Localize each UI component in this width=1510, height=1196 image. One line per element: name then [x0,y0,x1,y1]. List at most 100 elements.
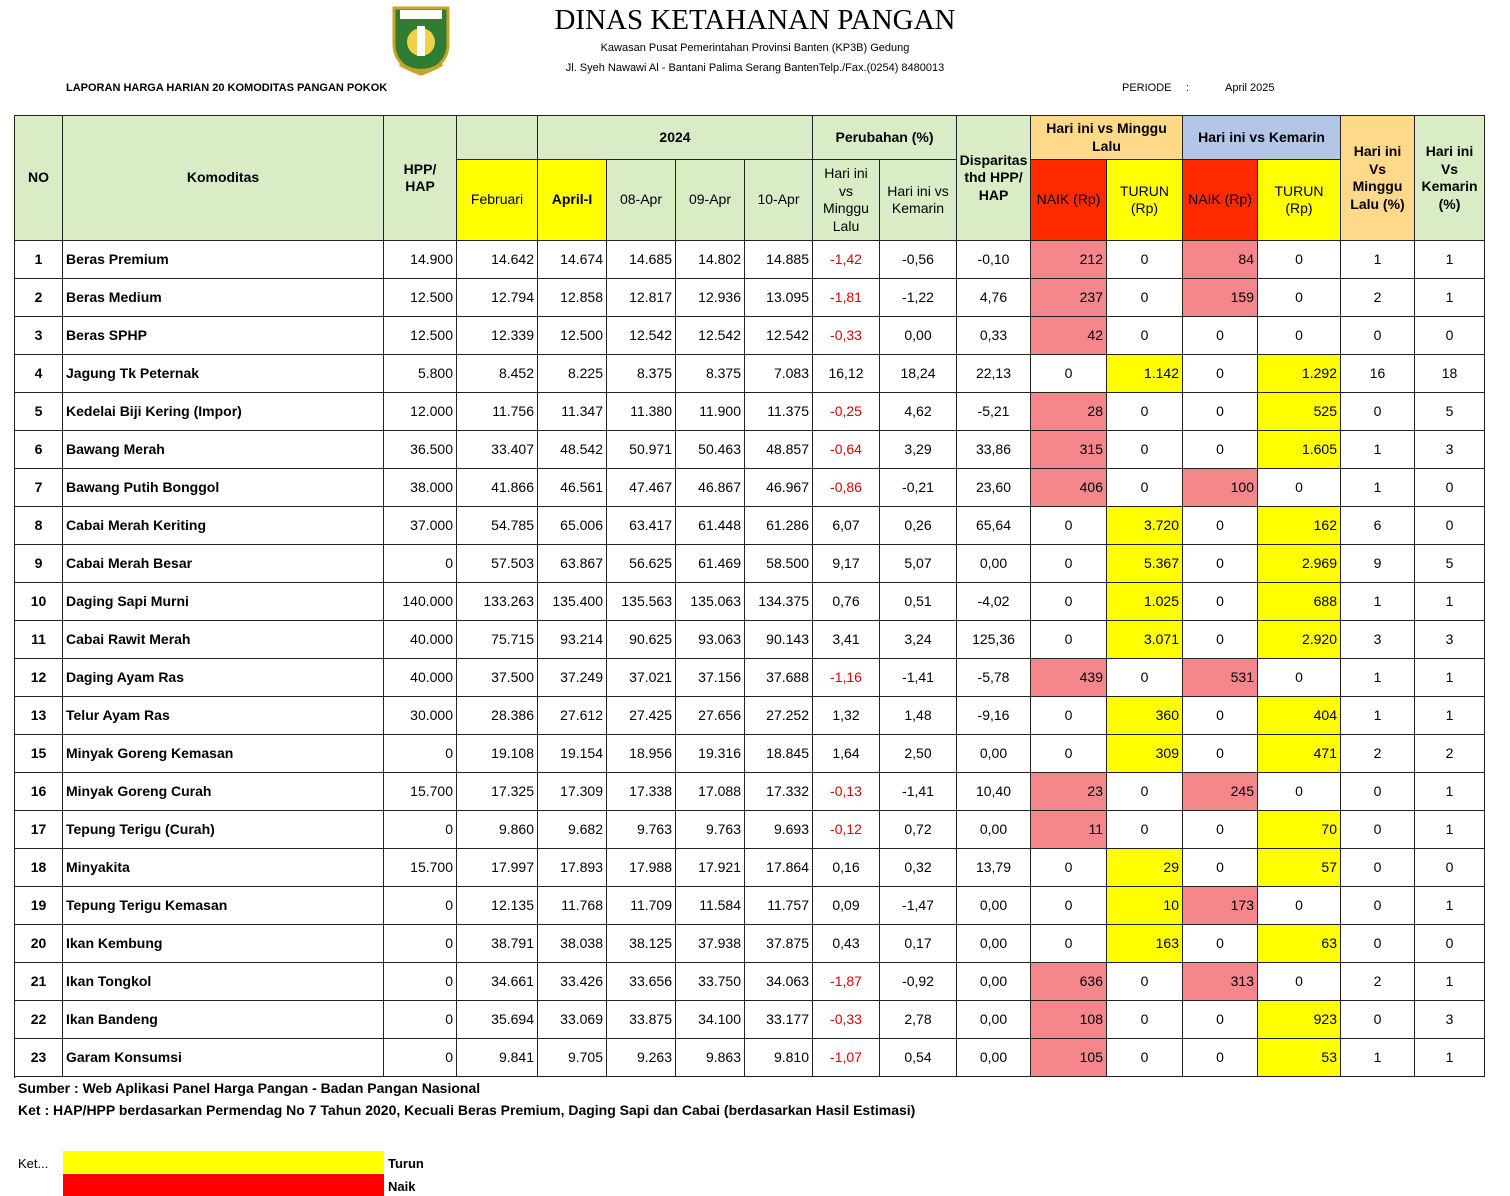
table-cell: 14.885 [745,241,813,279]
table-cell: 47.467 [607,469,676,507]
table-cell: 12.500 [538,317,607,355]
table-cell: -0,86 [813,469,880,507]
table-cell: 19.316 [676,735,745,773]
table-cell: 0 [1258,887,1341,925]
row-number: 8 [15,507,63,545]
table-cell: -0,33 [813,1001,880,1039]
table-cell: 30.000 [384,697,457,735]
table-cell: 1,48 [880,697,957,735]
commodity-name: Daging Ayam Ras [63,659,384,697]
table-cell: 10 [1107,887,1183,925]
table-cell: 0 [1107,241,1183,279]
table-cell: 37.938 [676,925,745,963]
commodity-name: Tepung Terigu Kemasan [63,887,384,925]
table-cell: 1 [1415,241,1485,279]
row-number: 1 [15,241,63,279]
table-cell: 37.500 [457,659,538,697]
row-number: 12 [15,659,63,697]
table-cell: 93.063 [676,621,745,659]
table-cell: 16,12 [813,355,880,393]
table-cell: 0,00 [957,887,1031,925]
table-cell: 0 [1341,811,1415,849]
table-cell: 0 [1107,773,1183,811]
table-cell: 29 [1107,849,1183,887]
table-cell: -1,47 [880,887,957,925]
table-cell: 1 [1415,583,1485,621]
table-cell: 1 [1415,963,1485,1001]
table-cell: 0 [1031,887,1107,925]
table-cell: 9.860 [457,811,538,849]
table-cell: 0 [1183,925,1258,963]
table-cell: 1,64 [813,735,880,773]
table-cell: 13,79 [957,849,1031,887]
table-cell: 27.656 [676,697,745,735]
table-cell: 1.142 [1107,355,1183,393]
table-cell: 0,00 [880,317,957,355]
table-cell: 63 [1258,925,1341,963]
table-cell: -1,07 [813,1039,880,1077]
table-cell: 0,09 [813,887,880,925]
column-header: Hari ini vs Minggu Lalu [1031,116,1183,160]
table-cell: 33.875 [607,1001,676,1039]
table-cell: 0 [384,545,457,583]
table-cell: 61.286 [745,507,813,545]
table-cell: 1 [1341,1039,1415,1077]
table-cell: 0 [1183,583,1258,621]
table-cell: 14.685 [607,241,676,279]
table-cell: 42 [1031,317,1107,355]
table-cell: 18,24 [880,355,957,393]
row-number: 17 [15,811,63,849]
table-cell: 0 [1258,963,1341,1001]
commodity-name: Telur Ayam Ras [63,697,384,735]
table-cell: 0 [1107,469,1183,507]
table-cell: 8.452 [457,355,538,393]
column-header: TURUN (Rp) [1258,160,1341,241]
table-cell: 17.997 [457,849,538,887]
table-cell: 0 [1341,773,1415,811]
table-cell: -1,87 [813,963,880,1001]
table-cell: 75.715 [457,621,538,659]
table-cell: 309 [1107,735,1183,773]
table-cell: 0 [1183,1039,1258,1077]
table-cell: -0,13 [813,773,880,811]
table-cell: 0,72 [880,811,957,849]
row-number: 7 [15,469,63,507]
table-cell: 1 [1415,659,1485,697]
table-cell: 37.156 [676,659,745,697]
table-cell: 0 [1415,507,1485,545]
table-cell: 3.720 [1107,507,1183,545]
table-cell: 0 [1183,735,1258,773]
row-number: 19 [15,887,63,925]
table-cell: 0,00 [957,1001,1031,1039]
table-cell: 11.756 [457,393,538,431]
table-cell: 18 [1415,355,1485,393]
table-cell: -5,78 [957,659,1031,697]
table-cell: 84 [1183,241,1258,279]
row-number: 18 [15,849,63,887]
table-cell: 4,62 [880,393,957,431]
table-cell: 61.448 [676,507,745,545]
table-cell: 0 [1107,1039,1183,1077]
table-cell: 7.083 [745,355,813,393]
table-cell: 1 [1415,697,1485,735]
table-cell: 12.135 [457,887,538,925]
table-cell: 0,17 [880,925,957,963]
title: DINAS KETAHANAN PANGAN [0,4,1510,37]
table-cell: 1 [1341,659,1415,697]
table-cell: 38.791 [457,925,538,963]
table-cell: 17.325 [457,773,538,811]
table-cell: 23,60 [957,469,1031,507]
table-cell: 12.794 [457,279,538,317]
table-cell: 0 [1031,621,1107,659]
table-cell: 46.561 [538,469,607,507]
row-number: 20 [15,925,63,963]
table-cell: 2 [1341,963,1415,1001]
table-cell: 0,00 [957,545,1031,583]
column-header: Disparitas thd HPP/ HAP [957,116,1031,241]
table-cell: 135.400 [538,583,607,621]
table-cell: 0 [384,887,457,925]
table-cell: 0 [1107,317,1183,355]
table-cell: 0 [1183,1001,1258,1039]
table-cell: 3,24 [880,621,957,659]
table-cell: 3 [1415,621,1485,659]
